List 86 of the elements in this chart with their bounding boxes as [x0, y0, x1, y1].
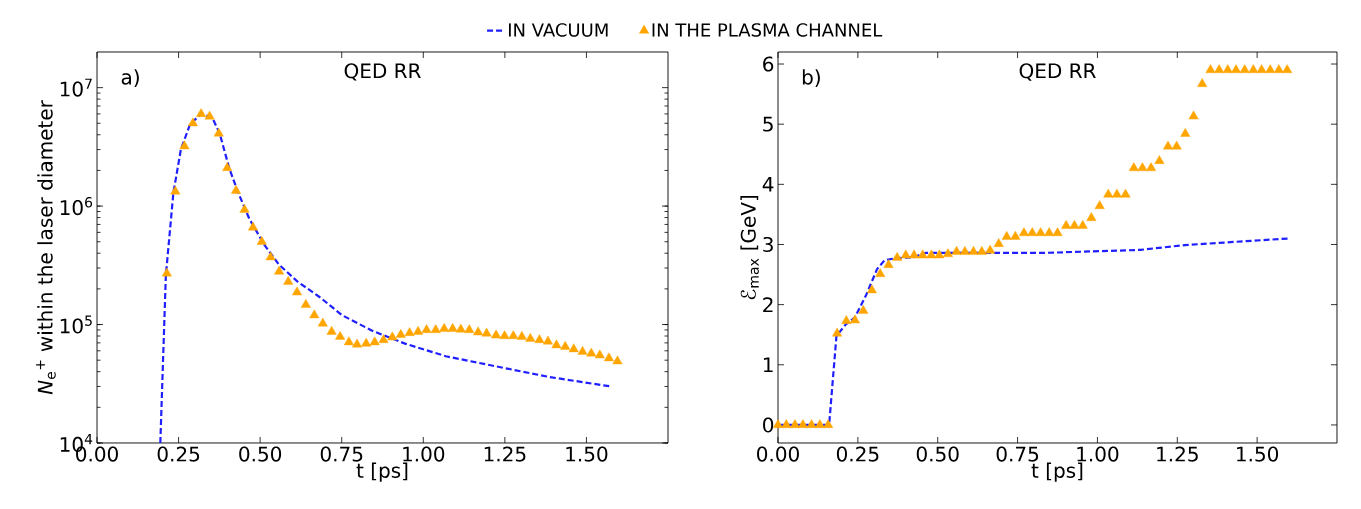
- point: [361, 337, 372, 347]
- point: [413, 326, 424, 335]
- legend-label: IN VACUUM: [509, 23, 608, 37]
- point: [309, 309, 320, 319]
- y-tick-label: 6: [763, 56, 774, 72]
- y-tick-label: 3: [763, 236, 773, 253]
- point: [187, 117, 198, 127]
- point: [481, 327, 492, 337]
- x-tick-label: 1.50: [566, 446, 608, 462]
- point: [292, 286, 302, 296]
- point: [256, 236, 267, 245]
- annotation: b): [802, 69, 820, 88]
- x-tick-label: 1.00: [1077, 446, 1119, 462]
- point: [283, 275, 294, 285]
- point: [603, 352, 614, 362]
- point: [179, 140, 190, 150]
- point: [586, 347, 597, 357]
- y-tick-label: 10$^{6}$: [60, 196, 93, 216]
- point: [473, 326, 484, 336]
- x-tick-label: 1.00: [403, 446, 445, 462]
- point: [455, 323, 466, 333]
- y-axis-title: N$_{e}$$^{+}$ within the laser diameter: [36, 100, 56, 395]
- legend-label: IN THE PLASMA CHANNEL: [652, 23, 883, 37]
- point: [317, 317, 328, 327]
- y-tick-label: 0: [763, 417, 774, 433]
- y-tick-label: 5: [763, 116, 773, 132]
- chart-title: QED RR: [344, 63, 421, 81]
- point: [525, 332, 536, 342]
- point: [577, 345, 588, 355]
- annotation: a): [121, 69, 139, 88]
- x-tick-label: 0.75: [320, 446, 363, 462]
- point: [378, 334, 389, 343]
- point: [447, 323, 458, 332]
- x-tick-label: 1.25: [1157, 446, 1198, 462]
- point: [464, 324, 475, 333]
- x-tick-label: 0.50: [916, 446, 959, 462]
- point: [542, 335, 553, 345]
- point: [274, 265, 285, 275]
- point: [560, 341, 571, 350]
- point: [161, 267, 172, 277]
- point: [352, 338, 363, 348]
- point: [213, 127, 224, 137]
- point: [568, 343, 579, 353]
- y-tick-label: 1: [763, 357, 773, 373]
- x-tick-label: 0.75: [996, 446, 1039, 462]
- point: [516, 330, 527, 340]
- y-tick-label: 10$^{5}$: [60, 315, 92, 334]
- point: [594, 349, 605, 359]
- point: [248, 221, 258, 231]
- point: [612, 355, 623, 365]
- y-tick-label: 2: [763, 297, 773, 313]
- point: [343, 336, 354, 346]
- x-tick-label: 0.25: [157, 446, 200, 462]
- point: [534, 334, 545, 343]
- point: [395, 329, 406, 338]
- point: [404, 327, 415, 336]
- point: [196, 108, 207, 117]
- point: [491, 329, 502, 339]
- x-tick-label: 1.25: [484, 446, 526, 462]
- point: [421, 324, 432, 333]
- point: [204, 110, 215, 120]
- point: [326, 326, 337, 335]
- x-tick-label: 0.50: [239, 446, 282, 462]
- point: [239, 204, 250, 213]
- point: [387, 331, 398, 341]
- y-tick-label: 10$^{7}$: [60, 78, 92, 97]
- point: [369, 336, 380, 346]
- x-axis-title: t [ps]: [1031, 462, 1083, 482]
- y-tick-label: 4: [762, 177, 774, 192]
- point: [499, 330, 510, 339]
- chart-title: QED RR: [1019, 63, 1096, 81]
- point: [508, 330, 519, 339]
- x-tick-label: 0.25: [836, 446, 879, 462]
- point: [231, 184, 241, 194]
- point: [430, 324, 441, 333]
- x-tick-label: 1.50: [1237, 446, 1279, 462]
- point: [300, 299, 311, 308]
- point: [170, 185, 181, 195]
- y-axis-title: ℰ$_{max}$ [GeV]: [740, 195, 759, 300]
- x-axis-title: t [ps]: [356, 462, 408, 482]
- point: [335, 330, 346, 340]
- point: [265, 251, 276, 261]
- point: [222, 162, 233, 171]
- point: [551, 339, 562, 349]
- point: [439, 323, 450, 332]
- x-tick-label: 0.00: [757, 446, 799, 462]
